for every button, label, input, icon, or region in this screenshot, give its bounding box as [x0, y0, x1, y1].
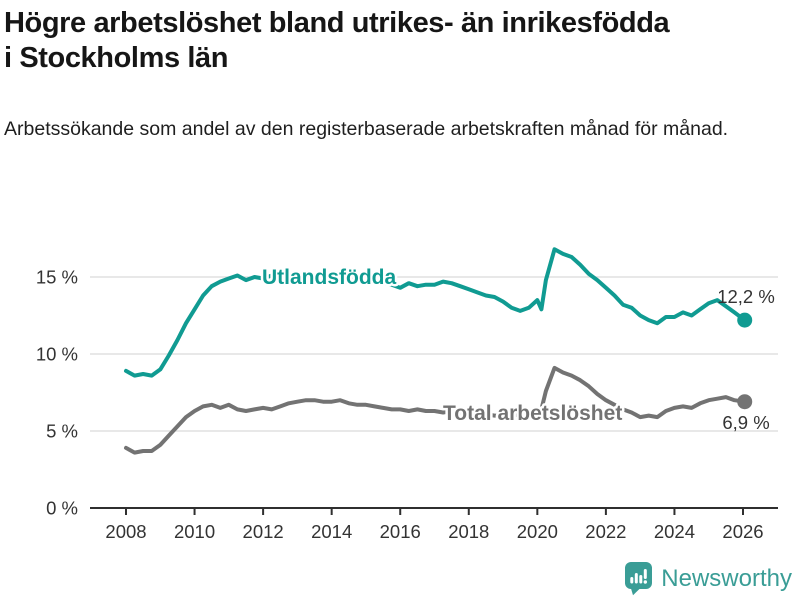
series-line-utlandsfodda	[124, 247, 747, 378]
series-label-utlandsfodda: Utlandsfödda	[262, 266, 396, 289]
brand-name: Newsworthy	[661, 564, 792, 592]
series-end-value-label: 6,9 %	[722, 412, 769, 433]
x-axis-tick-label: 2020	[517, 521, 558, 542]
series-end-dot	[737, 312, 753, 328]
x-axis-tick-label: 2010	[174, 521, 215, 542]
brand-footer: Newsworthy	[624, 561, 792, 596]
y-axis-tick-label: 10 %	[36, 344, 78, 365]
page-subtitle: Arbetssökande som andel av den registerb…	[4, 118, 729, 140]
x-axis-tick-label: 2016	[380, 521, 421, 542]
y-axis-tick-label: 15 %	[36, 267, 78, 288]
x-axis-tick-label: 2012	[243, 521, 284, 542]
y-axis-tick-label: 0 %	[46, 498, 78, 519]
series-end-dot	[737, 394, 753, 410]
y-axis-tick-label: 5 %	[46, 421, 78, 442]
newsworthy-logo-icon	[625, 562, 653, 596]
x-axis-tick-label: 2018	[448, 521, 489, 542]
x-axis-tick-label: 2008	[105, 521, 146, 542]
x-axis-tick-label: 2026	[722, 521, 763, 542]
page-title: Högre arbetslöshet bland utrikes- än inr…	[4, 7, 670, 75]
series-line-total	[124, 365, 747, 455]
series-end-value-label: 12,2 %	[717, 286, 775, 307]
x-axis-tick-label: 2022	[585, 521, 626, 542]
x-axis-tick-label: 2014	[311, 521, 352, 542]
series-label-total: Total arbetslöshet	[443, 402, 622, 425]
x-axis-tick-label: 2024	[654, 521, 695, 542]
